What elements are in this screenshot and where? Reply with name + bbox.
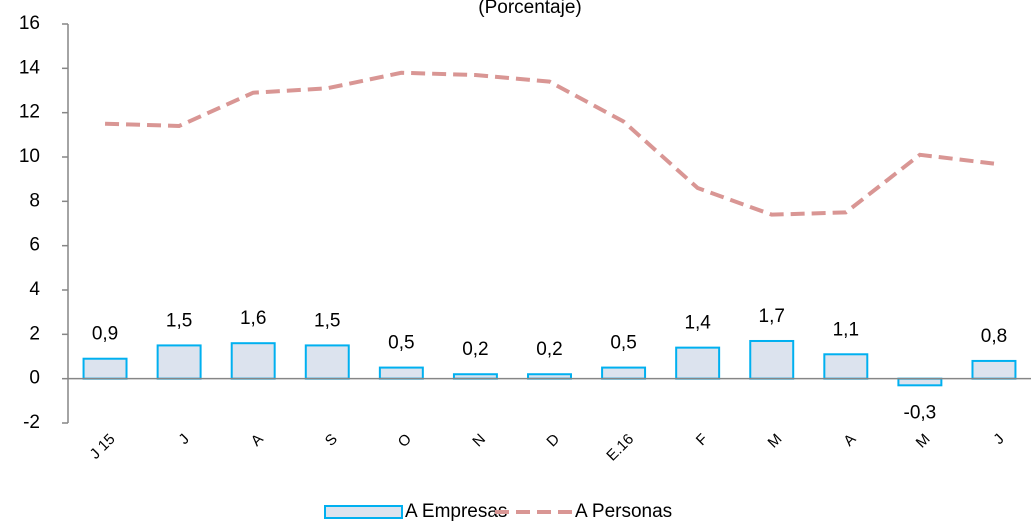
y-tick-label: -2 — [23, 412, 40, 433]
bar — [675, 346, 721, 380]
x-tick-label: N — [469, 431, 489, 451]
bar — [897, 377, 943, 387]
value-label: 0,2 — [462, 339, 488, 360]
bar — [156, 344, 202, 380]
y-tick-label: 10 — [19, 146, 40, 167]
x-tick-label: D — [543, 431, 563, 451]
bar — [601, 366, 647, 380]
line — [104, 70, 995, 217]
bar — [304, 344, 350, 380]
bar — [230, 342, 276, 380]
y-tick-label: 16 — [19, 13, 40, 34]
value-label: 1,4 — [684, 313, 711, 334]
y-tick-label: 12 — [19, 102, 40, 123]
legend-label: A Personas — [575, 501, 672, 522]
value-label: 1,7 — [759, 306, 785, 327]
bar — [749, 339, 795, 380]
y-tick-label: 6 — [29, 235, 40, 256]
value-label: 1,5 — [314, 310, 340, 331]
value-label: 1,1 — [833, 319, 859, 340]
bar — [378, 366, 424, 380]
y-tick-label: 14 — [19, 57, 41, 78]
legend-label: A Empresas — [405, 501, 507, 522]
y-tick-label: 0 — [29, 368, 40, 389]
value-label: -0,3 — [904, 402, 937, 423]
value-label: 0,2 — [536, 339, 562, 360]
bar — [823, 353, 869, 380]
y-tick-label: 4 — [29, 279, 40, 300]
x-tick-label: F — [693, 431, 712, 450]
x-tick-label: J — [990, 431, 1007, 448]
x-tick-label: M — [913, 431, 934, 452]
y-tick-label: 8 — [29, 190, 40, 211]
x-tick-label: A — [248, 431, 267, 450]
x-tick-label: S — [322, 431, 341, 450]
value-label: 1,6 — [240, 308, 266, 329]
chart-title: (Porcentaje) — [478, 0, 582, 18]
y-tick-label: 2 — [29, 323, 40, 344]
x-tick-label: M — [765, 431, 786, 452]
value-label: 1,5 — [166, 310, 192, 331]
bar — [971, 359, 1017, 380]
x-tick-label: E.16 — [603, 431, 637, 465]
x-tick-label: O — [395, 431, 415, 451]
value-label: 0,8 — [981, 326, 1007, 347]
legend-swatch — [324, 505, 403, 519]
value-label: 0,5 — [610, 333, 636, 354]
x-tick-label: J 15 — [87, 431, 119, 463]
value-label: 0,5 — [388, 333, 414, 354]
value-label: 0,9 — [92, 324, 118, 345]
x-tick-label: A — [840, 431, 859, 450]
bar — [82, 357, 128, 380]
x-tick-label: J — [175, 431, 192, 448]
